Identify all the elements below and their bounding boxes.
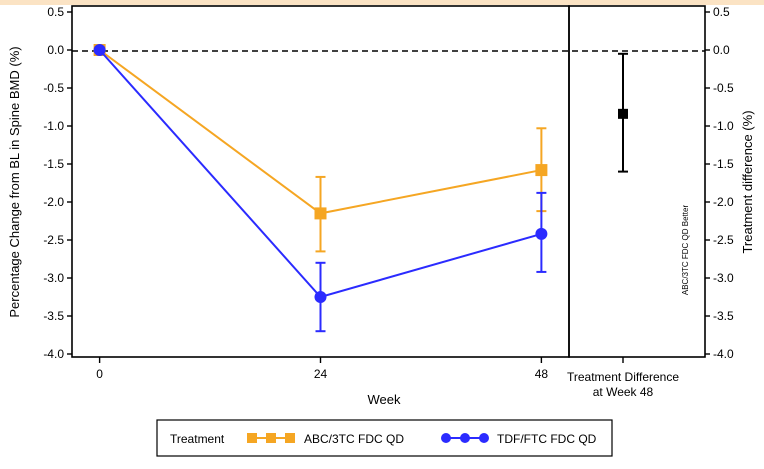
legend: Treatment ABC/3TC FDC QD TDF/FTC FDC QD [156, 419, 613, 457]
better-annotation: ABC/3TC FDC QD Better [681, 205, 690, 296]
series-line-tdf [98, 49, 542, 299]
top-banner [0, 0, 764, 5]
right-y-tick-label: -0.5 [713, 81, 734, 95]
data-point-tdf [314, 291, 327, 303]
y-tick-label: 0.0 [47, 43, 64, 57]
y-axis-title: Percentage Change from BL in Spine BMD (… [7, 46, 22, 317]
right-y-axis: 0.5 0.0 -0.5 -1.0 -1.5 -2.0 -2.5 -3.0 -3.5 -4.0 [705, 5, 734, 361]
difference-estimate-point [618, 108, 628, 119]
legend-swatch-abc [247, 433, 295, 443]
y-tick-label: -1.5 [43, 157, 64, 171]
y-tick-label: -0.5 [43, 81, 64, 95]
y-tick-label: -4.0 [43, 347, 64, 361]
right-y-tick-label: -4.0 [713, 347, 734, 361]
y-tick-label: -3.0 [43, 271, 64, 285]
data-point-abc [314, 207, 327, 220]
treatment-difference-layer [618, 52, 628, 173]
legend-label-tdf: TDF/FTC FDC QD [497, 432, 597, 446]
right-y-tick-label: -3.0 [713, 271, 734, 285]
right-y-tick-label: -3.5 [713, 309, 734, 323]
y-tick-label: 0.5 [47, 5, 64, 19]
data-point-tdf [535, 227, 548, 240]
legend-box [156, 419, 613, 457]
legend-swatch-tdf [441, 433, 489, 443]
y-tick-label: -3.5 [43, 309, 64, 323]
diff-label-line1: Treatment Difference [567, 370, 679, 384]
difference-plot-frame [568, 5, 706, 358]
right-y-axis-title: Treatment difference (%) [740, 110, 755, 253]
x-tick-label: 24 [314, 367, 328, 381]
data-point-tdf [93, 44, 106, 56]
y-tick-label: -2.5 [43, 233, 64, 247]
right-y-tick-label: 0.5 [713, 5, 730, 19]
diff-label-line2: at Week 48 [593, 385, 654, 399]
legend-title: Treatment [170, 432, 225, 446]
x-axis-title: Week [368, 392, 401, 407]
right-y-tick-label: -2.5 [713, 233, 734, 247]
right-y-tick-label: 0.0 [713, 43, 730, 57]
right-y-tick-label: -2.0 [713, 195, 734, 209]
y-tick-label: -1.0 [43, 119, 64, 133]
x-axis: 0 24 48 [96, 357, 624, 381]
right-y-tick-label: -1.5 [713, 157, 734, 171]
x-tick-label: 0 [96, 367, 103, 381]
left-y-axis: 0.5 0.0 -0.5 -1.0 -1.5 -2.0 -2.5 -3.0 -3.5 -4.0 [43, 5, 72, 361]
data-point-abc [535, 164, 548, 177]
right-y-tick-label: -1.0 [713, 119, 734, 133]
y-tick-label: -2.0 [43, 195, 64, 209]
x-tick-label: 48 [535, 367, 549, 381]
legend-label-abc: ABC/3TC FDC QD [304, 432, 404, 446]
series-layer [93, 44, 548, 333]
